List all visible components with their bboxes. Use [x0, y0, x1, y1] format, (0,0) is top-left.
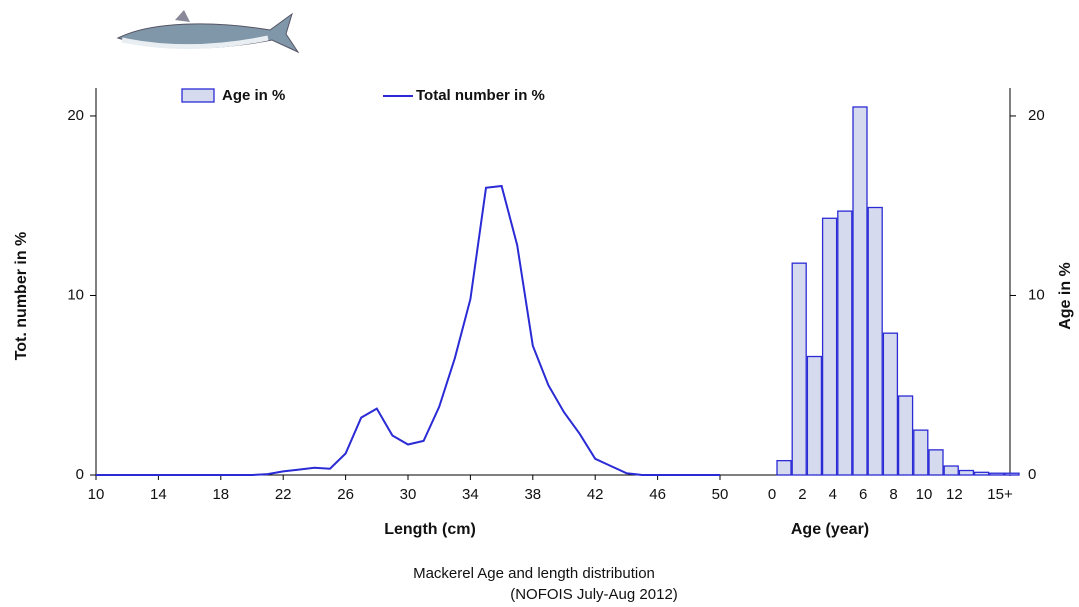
- x-tick-label: 4: [829, 486, 837, 503]
- y2-tick-label: 20: [1028, 107, 1045, 124]
- bar: [973, 471, 990, 476]
- x-axis-label: Length (cm): [384, 521, 476, 538]
- x-tick-label: 26: [337, 486, 354, 503]
- x-tick-label: 46: [649, 486, 666, 503]
- x-tick-label: 15+: [987, 486, 1013, 503]
- fish-icon: [116, 10, 300, 54]
- x-tick-label: 30: [400, 486, 417, 503]
- bar: [913, 429, 929, 476]
- y2-tick-label: 10: [1028, 286, 1045, 303]
- bar: [882, 332, 899, 476]
- bar: [821, 217, 838, 476]
- bar: [897, 395, 914, 476]
- y-tick-label: 10: [67, 286, 84, 303]
- x-tick-label: 12: [946, 486, 963, 503]
- bar: [989, 472, 1005, 476]
- x-axis-label: Age (year): [791, 521, 869, 538]
- line-series: [96, 184, 720, 476]
- x-tick-label: 10: [916, 486, 933, 503]
- legend-swatch: [181, 88, 215, 103]
- bar: [776, 459, 792, 476]
- x-tick-label: 42: [587, 486, 604, 503]
- x-tick-label: 34: [462, 486, 479, 503]
- x-tick-label: 2: [798, 486, 806, 503]
- bar: [1004, 472, 1020, 476]
- x-tick-label: 50: [712, 486, 729, 503]
- x-tick-label: 18: [212, 486, 229, 503]
- x-tick-label: 14: [150, 486, 167, 503]
- x-tick-label: 22: [275, 486, 292, 503]
- legend-label: Age in %: [222, 87, 285, 104]
- bar: [806, 355, 823, 476]
- chart-title: Mackerel Age and length distribution: [413, 565, 655, 582]
- y-tick-label: 0: [76, 466, 84, 483]
- x-tick-label: 6: [859, 486, 867, 503]
- x-tick-label: 38: [524, 486, 541, 503]
- y-axis-label: Tot. number in %: [13, 232, 30, 361]
- y2-axis-label: Age in %: [1057, 262, 1074, 330]
- bar: [958, 469, 975, 476]
- x-tick-label: 8: [889, 486, 897, 503]
- chart-subtitle: (NOFOIS July-Aug 2012): [510, 586, 678, 603]
- y2-tick-label: 0: [1028, 466, 1036, 483]
- legend-label: Total number in %: [416, 87, 545, 104]
- bar: [867, 206, 883, 476]
- x-tick-label: 0: [768, 486, 776, 503]
- x-tick-label: 10: [88, 486, 105, 503]
- y-tick-label: 20: [67, 107, 84, 124]
- bar: [943, 465, 959, 476]
- bar: [928, 449, 944, 476]
- bar: [852, 106, 868, 476]
- bar: [791, 262, 807, 476]
- bar: [837, 210, 853, 476]
